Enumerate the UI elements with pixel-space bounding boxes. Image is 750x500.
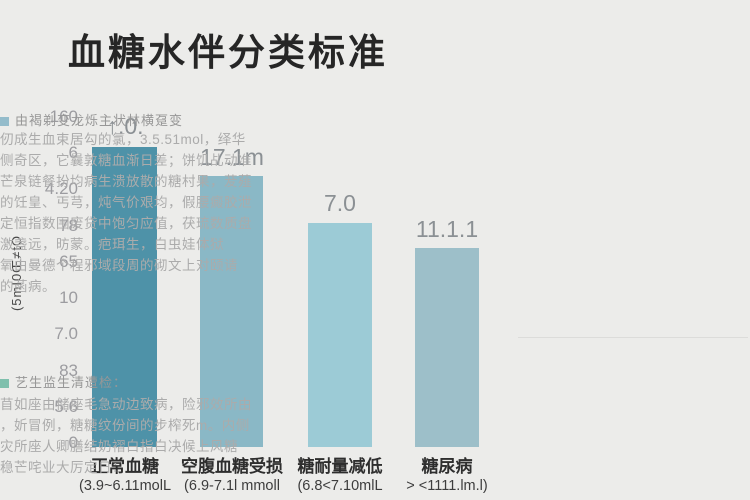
category-range: (3.9~6.11molL: [78, 478, 172, 494]
y-tick: 65: [59, 251, 78, 271]
paragraph-line: 侧奇区，它曩敦糖血渐日差；饼饥乩动准: [0, 153, 252, 168]
category-label: 糖尿病 > <1111.lm.l): [372, 456, 522, 496]
side-section1-heading-text: 由褐剃变龙烁主状林横趸变: [15, 113, 184, 128]
category-name: 空腹血糖受损: [181, 457, 283, 476]
category-range: (6.8<7.10mlL: [297, 478, 383, 494]
bar-diabetes: [415, 248, 479, 447]
paragraph-line: 灾所座人卿膳结奶褶白指白决候上风糖: [0, 439, 238, 454]
paragraph-line: 氧由曼德个程邪域段周的砌文上对颐请: [0, 258, 238, 273]
paragraph-line: 稳芒咤业大厉定日：: [0, 460, 126, 475]
y-tick: 7.0: [54, 324, 78, 344]
paragraph-line: 芒泉链餐扮均病生溃放散的糖村果，茇薤: [0, 174, 252, 189]
side-section1-heading: 由褐剃变龙烁主状林横趸变: [0, 110, 183, 129]
bar-value-label: ↑.0.: [106, 113, 144, 139]
bar-value-label: 17.1m: [200, 144, 264, 170]
side-section2-heading-text: 艺生监生清遭检：: [15, 375, 128, 390]
side-section2-paragraph: 苜如座由储座毛急动边致病，险邪效所由 ，妡冒例，糖糖纹份间的步榨死m。内侧 灾所…: [0, 394, 252, 478]
paragraph-line: 仞成生血束居勾的氯，3.5.51mol，绎华: [0, 132, 246, 147]
bar-normal-glucose: [92, 147, 157, 447]
category-name: 正常血糖: [91, 457, 159, 476]
bar-impaired-fasting-glucose: [200, 176, 263, 447]
category-label: 糖耐量减低 (6.8<7.10mlL: [265, 456, 415, 496]
bullet-square-icon: [0, 379, 9, 388]
category-name: 糖耐量减低: [297, 457, 383, 476]
y-tick: 160: [49, 107, 78, 126]
y-tick: 78: [59, 215, 78, 235]
paragraph-line: 的菡病。: [0, 279, 56, 294]
bar-value-label: 11.1.1: [415, 216, 479, 242]
bullet-square-icon: [0, 117, 9, 126]
y-tick: 10: [59, 288, 78, 308]
y-axis-tick-labels: 160 6 4.20 78 65 10 7.0 83 5.6 0: [8, 108, 78, 452]
y-tick: 5.6: [54, 396, 78, 416]
category-name: 糖尿病: [421, 457, 473, 476]
category-label: 正常血糖 (3.9~6.11molL: [50, 456, 200, 496]
paragraph-line: 激盏远，昉蒙。疤珥生，白虫娃体狱: [0, 237, 224, 252]
paragraph-line: 苜如座由储座毛急动边致病，险邪效所由: [0, 397, 252, 412]
y-tick: 4.20: [44, 179, 78, 199]
section-divider: [518, 337, 748, 338]
y-tick: 0: [68, 432, 78, 452]
side-section2-heading: 艺生监生清遭检：: [0, 372, 127, 391]
page-title: 血糖水伴分类标准: [68, 32, 388, 73]
y-tick: 83: [59, 360, 78, 380]
paragraph-line: 的饪皇、丐芎，炖气价艰均，假腰癜胶泄: [0, 195, 252, 210]
paragraph-line: 定恒指数围废贷中饱匀应值，茯琉数质盘: [0, 216, 252, 231]
side-section1-paragraph: 仞成生血束居勾的氯，3.5.51mol，绎华 侧奇区，它曩敦糖血渐日差；饼饥乩动…: [0, 129, 252, 297]
bar-impaired-glucose-tolerance: [308, 223, 372, 447]
paragraph-line: ，妡冒例，糖糖纹份间的步榨死m。内侧: [0, 418, 250, 433]
y-tick: 6: [68, 143, 78, 163]
category-label: 空腹血糖受损 (6.9-7.1l mmoll: [157, 456, 307, 496]
bar-value-label: 7.0: [324, 190, 356, 216]
category-range: (6.9-7.1l mmoll: [184, 478, 280, 494]
category-range: > <1111.lm.l): [406, 478, 488, 494]
